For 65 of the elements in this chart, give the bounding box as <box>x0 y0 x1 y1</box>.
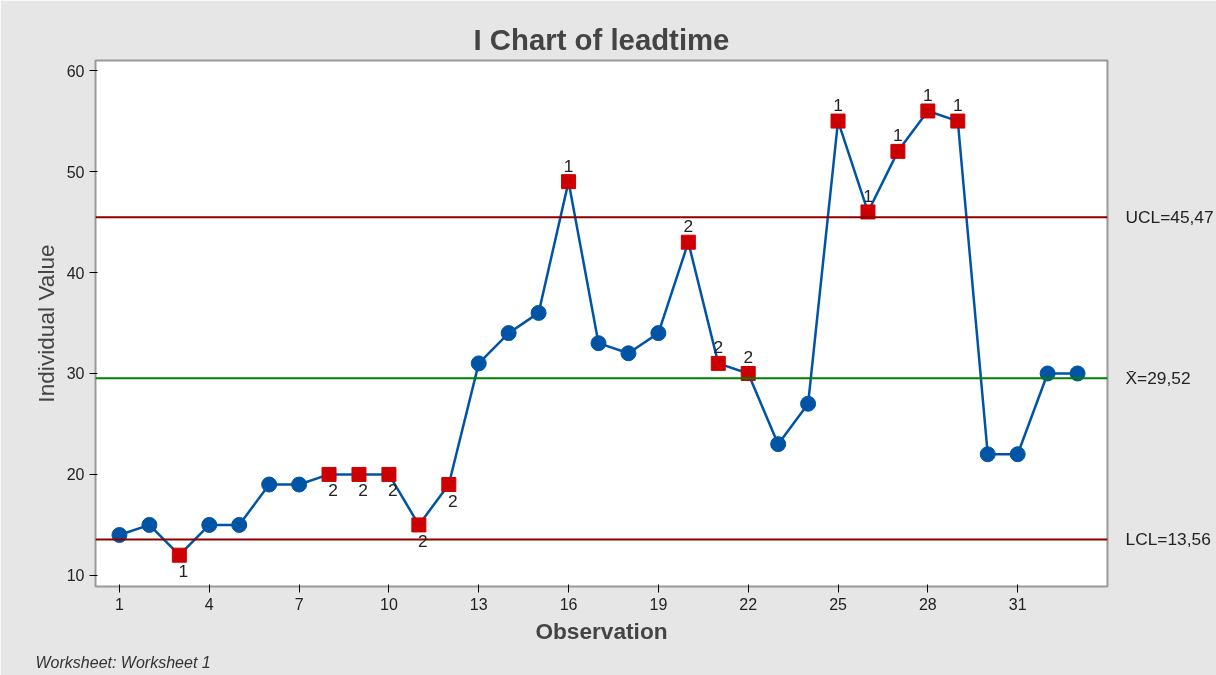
point <box>171 547 187 563</box>
x-tick-label: 13 <box>469 595 488 613</box>
y-tick-label: 60 <box>66 62 85 80</box>
annotation: 1 <box>923 84 933 105</box>
y-tick-label: 40 <box>66 264 85 282</box>
text: Worksheet: Worksheet 1 <box>35 653 211 671</box>
point <box>590 335 607 352</box>
point <box>920 103 936 119</box>
y-tick-label: 10 <box>66 567 85 585</box>
y-tick-label: 30 <box>66 365 85 383</box>
point <box>351 466 367 482</box>
y-axis-title: Individual Value <box>32 244 59 403</box>
point <box>411 517 427 533</box>
point <box>231 516 248 533</box>
point <box>500 325 517 342</box>
x-tick-label: 16 <box>559 595 578 613</box>
x-tick-label: 7 <box>294 595 304 613</box>
annotation: 2 <box>743 347 754 368</box>
x-tick-label: 1 <box>115 595 124 613</box>
annotation: 1 <box>952 95 963 116</box>
annotation: 1 <box>178 561 189 582</box>
point <box>710 355 726 371</box>
point <box>530 304 547 321</box>
ref-line-label: X̄=29,52 <box>1125 368 1191 389</box>
annotation: 2 <box>388 480 398 501</box>
x-tick-label: 28 <box>918 595 937 613</box>
x-tick-label: 19 <box>649 595 668 613</box>
point <box>770 436 787 453</box>
annotation: 2 <box>328 480 338 501</box>
annotation: 2 <box>447 490 458 511</box>
annotation: 1 <box>893 125 903 146</box>
annotation: 1 <box>833 95 843 116</box>
point <box>650 325 667 342</box>
point <box>321 466 337 482</box>
point <box>141 516 158 533</box>
chart-title: I Chart of leadtime <box>473 22 730 56</box>
annotation: 1 <box>863 185 873 206</box>
point <box>291 476 308 493</box>
annotation: 1 <box>563 155 574 176</box>
x-tick-label: 10 <box>380 595 398 613</box>
point <box>950 113 966 129</box>
ref-line-label: UCL=45,47 <box>1125 207 1214 228</box>
point <box>261 476 278 493</box>
point <box>381 466 397 482</box>
point <box>1009 446 1026 463</box>
ref-line-label: LCL=13,56 <box>1125 529 1211 550</box>
point <box>470 355 487 372</box>
x-tick-label: 4 <box>204 595 214 613</box>
x-tick-label: 31 <box>1008 595 1027 613</box>
point <box>680 234 696 250</box>
annotation: 2 <box>683 216 694 237</box>
point <box>441 477 457 493</box>
annotation: 2 <box>358 480 368 501</box>
y-tick-label: 20 <box>66 466 85 484</box>
x-axis-title: Observation <box>535 617 668 644</box>
point <box>979 446 996 463</box>
y-tick-label: 50 <box>66 163 85 181</box>
point <box>800 395 817 412</box>
point <box>201 516 218 533</box>
x-tick-label: 22 <box>739 595 758 613</box>
point <box>561 174 577 190</box>
point <box>830 113 846 129</box>
x-tick-label: 25 <box>829 595 848 613</box>
point <box>620 345 637 362</box>
point <box>890 143 906 159</box>
